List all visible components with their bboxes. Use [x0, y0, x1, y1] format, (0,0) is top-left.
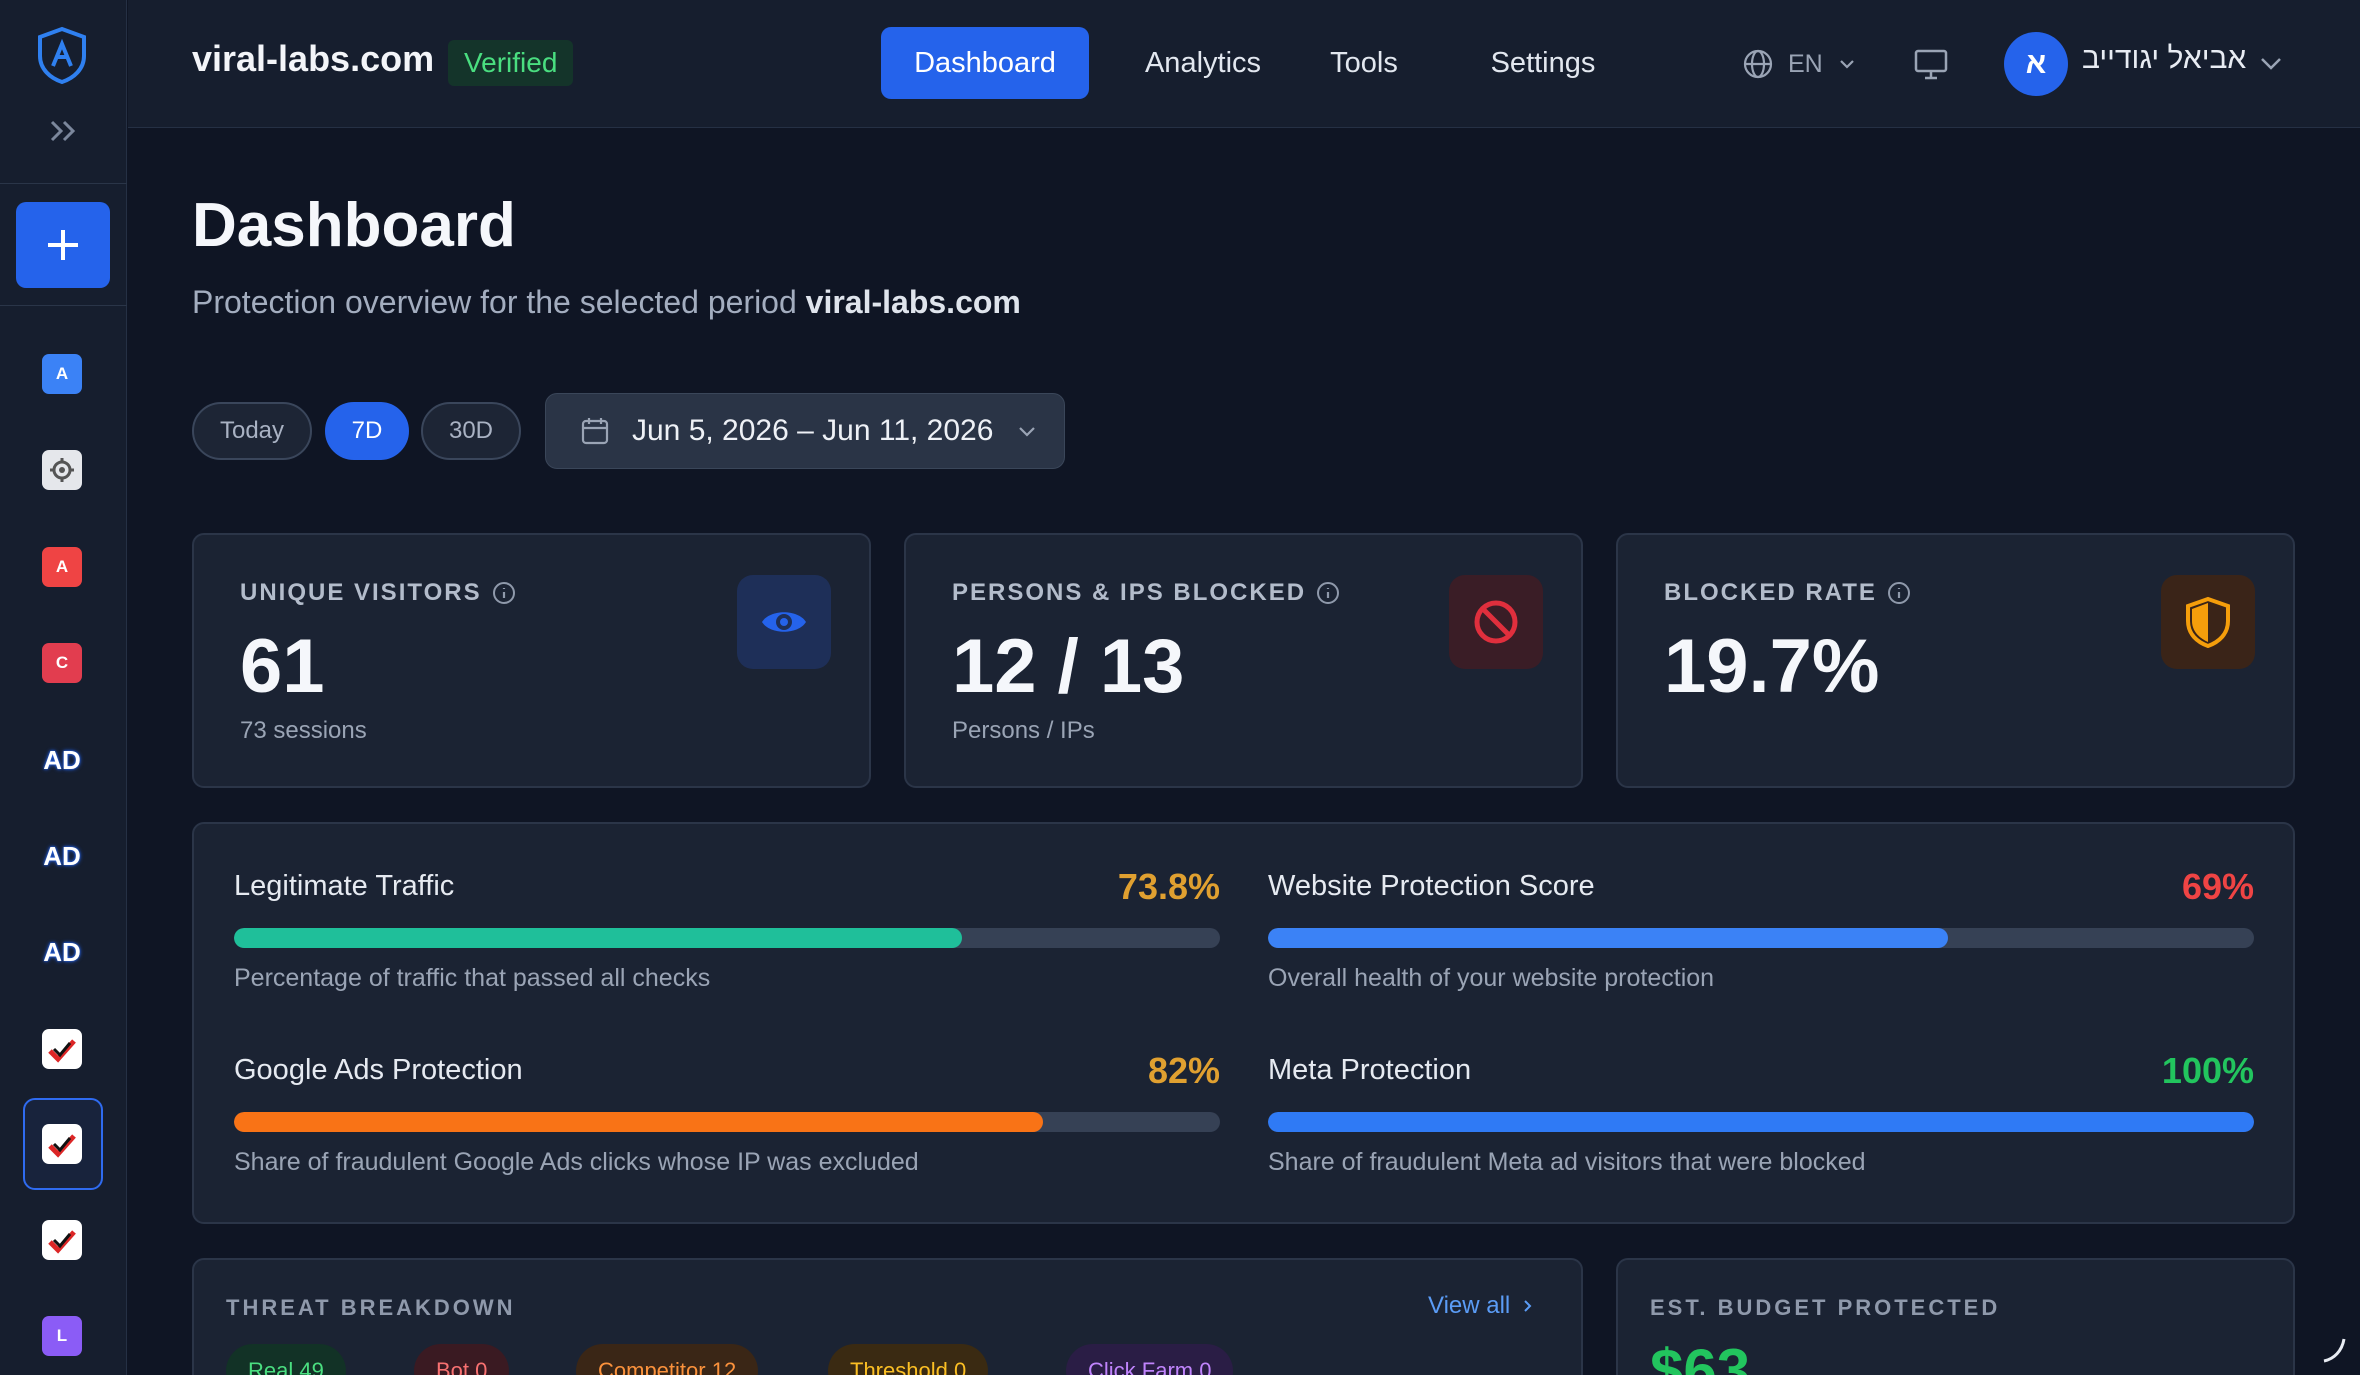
stat-value: 12 / 13 — [952, 624, 1185, 709]
plus-icon — [48, 230, 78, 260]
metric-progress-track — [1268, 928, 2254, 948]
metric-value: 69% — [2181, 866, 2254, 907]
expand-sidebar-icon[interactable] — [46, 116, 80, 146]
shield-icon — [2161, 575, 2255, 669]
chevron-down-icon — [1839, 60, 1854, 69]
metric-label: Website Protection Score — [1268, 870, 1595, 902]
resize-handle-icon[interactable] — [2318, 1333, 2348, 1363]
nav-dashboard[interactable]: Dashboard — [881, 27, 1089, 99]
sidebar-site-check-badge-icon[interactable] — [42, 1029, 82, 1069]
add-site-button[interactable] — [16, 202, 110, 288]
stat-value: 19.7% — [1664, 624, 1880, 709]
stat-label-text: BLOCKED RATE — [1664, 579, 1877, 606]
eye-icon — [737, 575, 831, 669]
metric-value: 100% — [2161, 1050, 2254, 1091]
budget-title: EST. BUDGET PROTECTED — [1650, 1295, 2001, 1320]
globe-icon — [1743, 49, 1773, 79]
sidebar-site-ad-badge-icon[interactable]: AD — [43, 936, 81, 967]
sidebar-site-letter-badge-icon[interactable]: A — [42, 354, 82, 394]
sidebar: A A C AD AD AD L — [0, 0, 127, 1375]
chevron-down-icon — [1019, 427, 1036, 437]
language-selector[interactable]: EN — [1742, 44, 1857, 84]
stat-card-unique-visitors: UNIQUE VISITORS 61 73 sessions — [192, 533, 871, 788]
domain-name: viral-labs.com — [192, 38, 435, 79]
page-subtitle: Protection overview for the selected per… — [192, 284, 1021, 321]
stat-sub: Persons / IPs — [952, 717, 1095, 744]
username[interactable]: אביאל יגודייב — [2082, 42, 2247, 75]
threat-chip-real[interactable]: Real 49 — [226, 1344, 346, 1375]
metric-description: Overall health of your website protectio… — [1268, 964, 1715, 992]
stat-label-text: PERSONS & IPS BLOCKED — [952, 579, 1307, 606]
threat-chip-click-farm[interactable]: Click Farm 0 — [1066, 1344, 1234, 1375]
metric-progress-fill — [1268, 928, 1949, 948]
nav-analytics[interactable]: Analytics — [1144, 47, 1262, 79]
chevron-down-icon[interactable] — [2256, 48, 2286, 78]
metric-description: Percentage of traffic that passed all ch… — [234, 964, 711, 992]
subtitle-text: Protection overview for the selected per… — [192, 284, 797, 320]
metric-progress-track — [234, 1112, 1220, 1132]
sidebar-site-check-badge-icon[interactable] — [42, 1220, 82, 1260]
sidebar-divider — [0, 183, 127, 184]
nav-tools[interactable]: Tools — [1330, 47, 1398, 79]
sidebar-site-ad-badge-icon[interactable]: AD — [43, 744, 81, 775]
metric-progress-track — [234, 928, 1220, 948]
range-30d[interactable]: 30D — [421, 402, 521, 460]
metric-progress-fill — [234, 928, 962, 948]
metric-value: 82% — [1147, 1050, 1220, 1091]
threat-chip-threshold[interactable]: Threshold 0 — [828, 1344, 989, 1375]
sidebar-site-ad-badge-icon[interactable]: AD — [43, 840, 81, 871]
range-today[interactable]: Today — [192, 402, 312, 460]
top-header: viral-labs.com Verified Dashboard Analyt… — [128, 0, 2360, 128]
range-7d[interactable]: 7D — [325, 402, 409, 460]
sidebar-divider — [0, 305, 127, 306]
stat-card-blocked-rate: BLOCKED RATE 19.7% — [1616, 533, 2295, 788]
stat-label: UNIQUE VISITORS — [240, 579, 516, 607]
chevron-right-icon — [1524, 1300, 1532, 1312]
info-icon[interactable] — [1316, 581, 1340, 605]
nav-settings[interactable]: Settings — [1490, 47, 1596, 79]
sidebar-site-letter-badge-icon[interactable]: C — [42, 643, 82, 683]
metric-progress-fill — [1268, 1112, 2254, 1132]
view-all-label: View all — [1428, 1292, 1511, 1319]
language-label: EN — [1788, 49, 1823, 78]
info-icon[interactable] — [1887, 581, 1911, 605]
stat-label: BLOCKED RATE — [1664, 579, 1911, 607]
protection-metrics-card — [192, 822, 2295, 1224]
date-range-picker[interactable]: Jun 5, 2026 – Jun 11, 2026 — [545, 393, 1065, 469]
sidebar-site-letter-badge-icon[interactable]: L — [42, 1316, 82, 1356]
stat-label-text: UNIQUE VISITORS — [240, 579, 482, 606]
app-logo-icon[interactable] — [36, 26, 88, 84]
metric-progress-fill — [234, 1112, 1043, 1132]
avatar[interactable]: א — [2004, 32, 2068, 96]
stat-sub: 73 sessions — [240, 717, 367, 744]
metric-description: Share of fraudulent Meta ad visitors tha… — [1268, 1148, 1866, 1176]
page-title: Dashboard — [192, 191, 516, 260]
metric-label: Legitimate Traffic — [234, 870, 455, 902]
metric-label: Google Ads Protection — [234, 1054, 523, 1086]
sidebar-site-check-badge-icon[interactable] — [42, 1124, 82, 1164]
selected-site-highlight — [23, 1098, 103, 1190]
metric-description: Share of fraudulent Google Ads clicks wh… — [234, 1148, 919, 1176]
threat-breakdown-title: THREAT BREAKDOWN — [226, 1295, 516, 1320]
budget-card — [1616, 1258, 2295, 1375]
metric-value: 73.8% — [1117, 866, 1220, 907]
date-range-label: Jun 5, 2026 – Jun 11, 2026 — [632, 414, 994, 447]
verified-badge: Verified — [448, 40, 574, 86]
info-icon[interactable] — [492, 581, 516, 605]
metric-progress-track — [1268, 1112, 2254, 1132]
metric-label: Meta Protection — [1268, 1054, 1472, 1086]
budget-value: $63 — [1650, 1337, 1751, 1375]
sidebar-site-gear-badge-icon[interactable] — [42, 450, 82, 490]
threat-chip-competitor[interactable]: Competitor 12 — [576, 1344, 759, 1375]
calendar-icon — [581, 418, 609, 445]
threat-chip-bot[interactable]: Bot 0 — [414, 1344, 510, 1375]
subtitle-domain: viral-labs.com — [805, 284, 1021, 320]
stat-card-blocked: PERSONS & IPS BLOCKED 12 / 13 Persons / … — [904, 533, 1583, 788]
monitor-icon[interactable] — [1911, 44, 1951, 84]
stat-label: PERSONS & IPS BLOCKED — [952, 579, 1340, 607]
sidebar-site-letter-badge-icon[interactable]: A — [42, 547, 82, 587]
stat-value: 61 — [240, 624, 325, 709]
block-icon — [1449, 575, 1543, 669]
view-all-link[interactable]: View all — [1428, 1292, 1536, 1320]
